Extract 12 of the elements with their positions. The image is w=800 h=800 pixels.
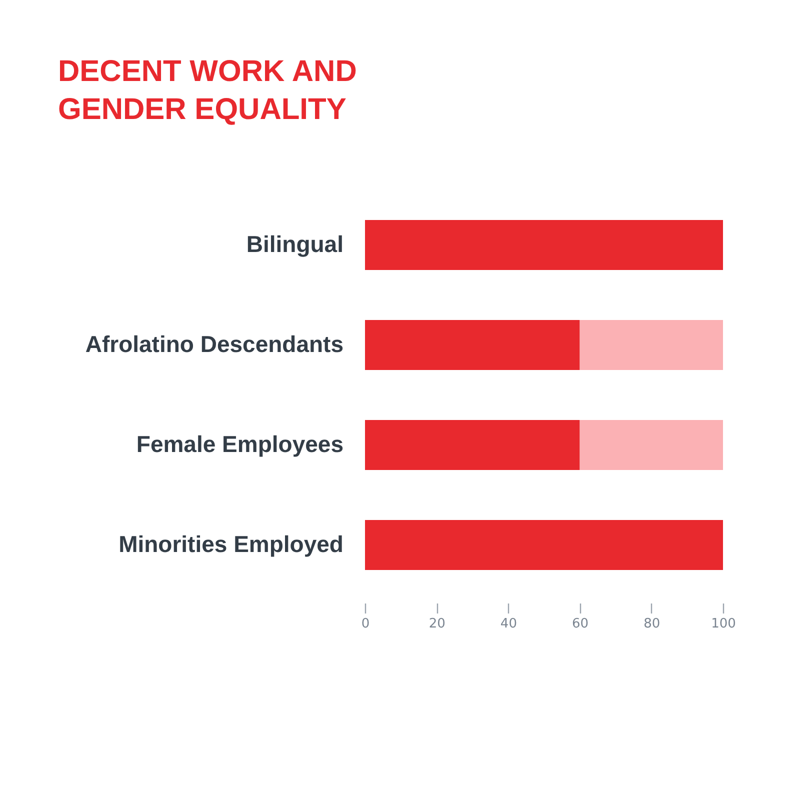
x-tick-label: 40: [500, 616, 517, 632]
text: DECENT WORK AND: [58, 55, 357, 88]
y-tick-label: Minorities Employed: [118, 531, 344, 557]
y-tick-label: Female Employees: [136, 431, 344, 457]
x-tick-label: 0: [361, 616, 370, 632]
y-tick-label: Bilingual: [246, 231, 344, 257]
x-tick-label: 60: [572, 616, 589, 632]
y-tick-label: Afrolatino Descendants: [85, 331, 344, 357]
x-tick-label: 100: [711, 616, 736, 632]
x-tick-label: 80: [644, 616, 660, 632]
x-tick-label: 20: [428, 616, 446, 632]
text: GENDER EQUALITY: [58, 93, 346, 126]
